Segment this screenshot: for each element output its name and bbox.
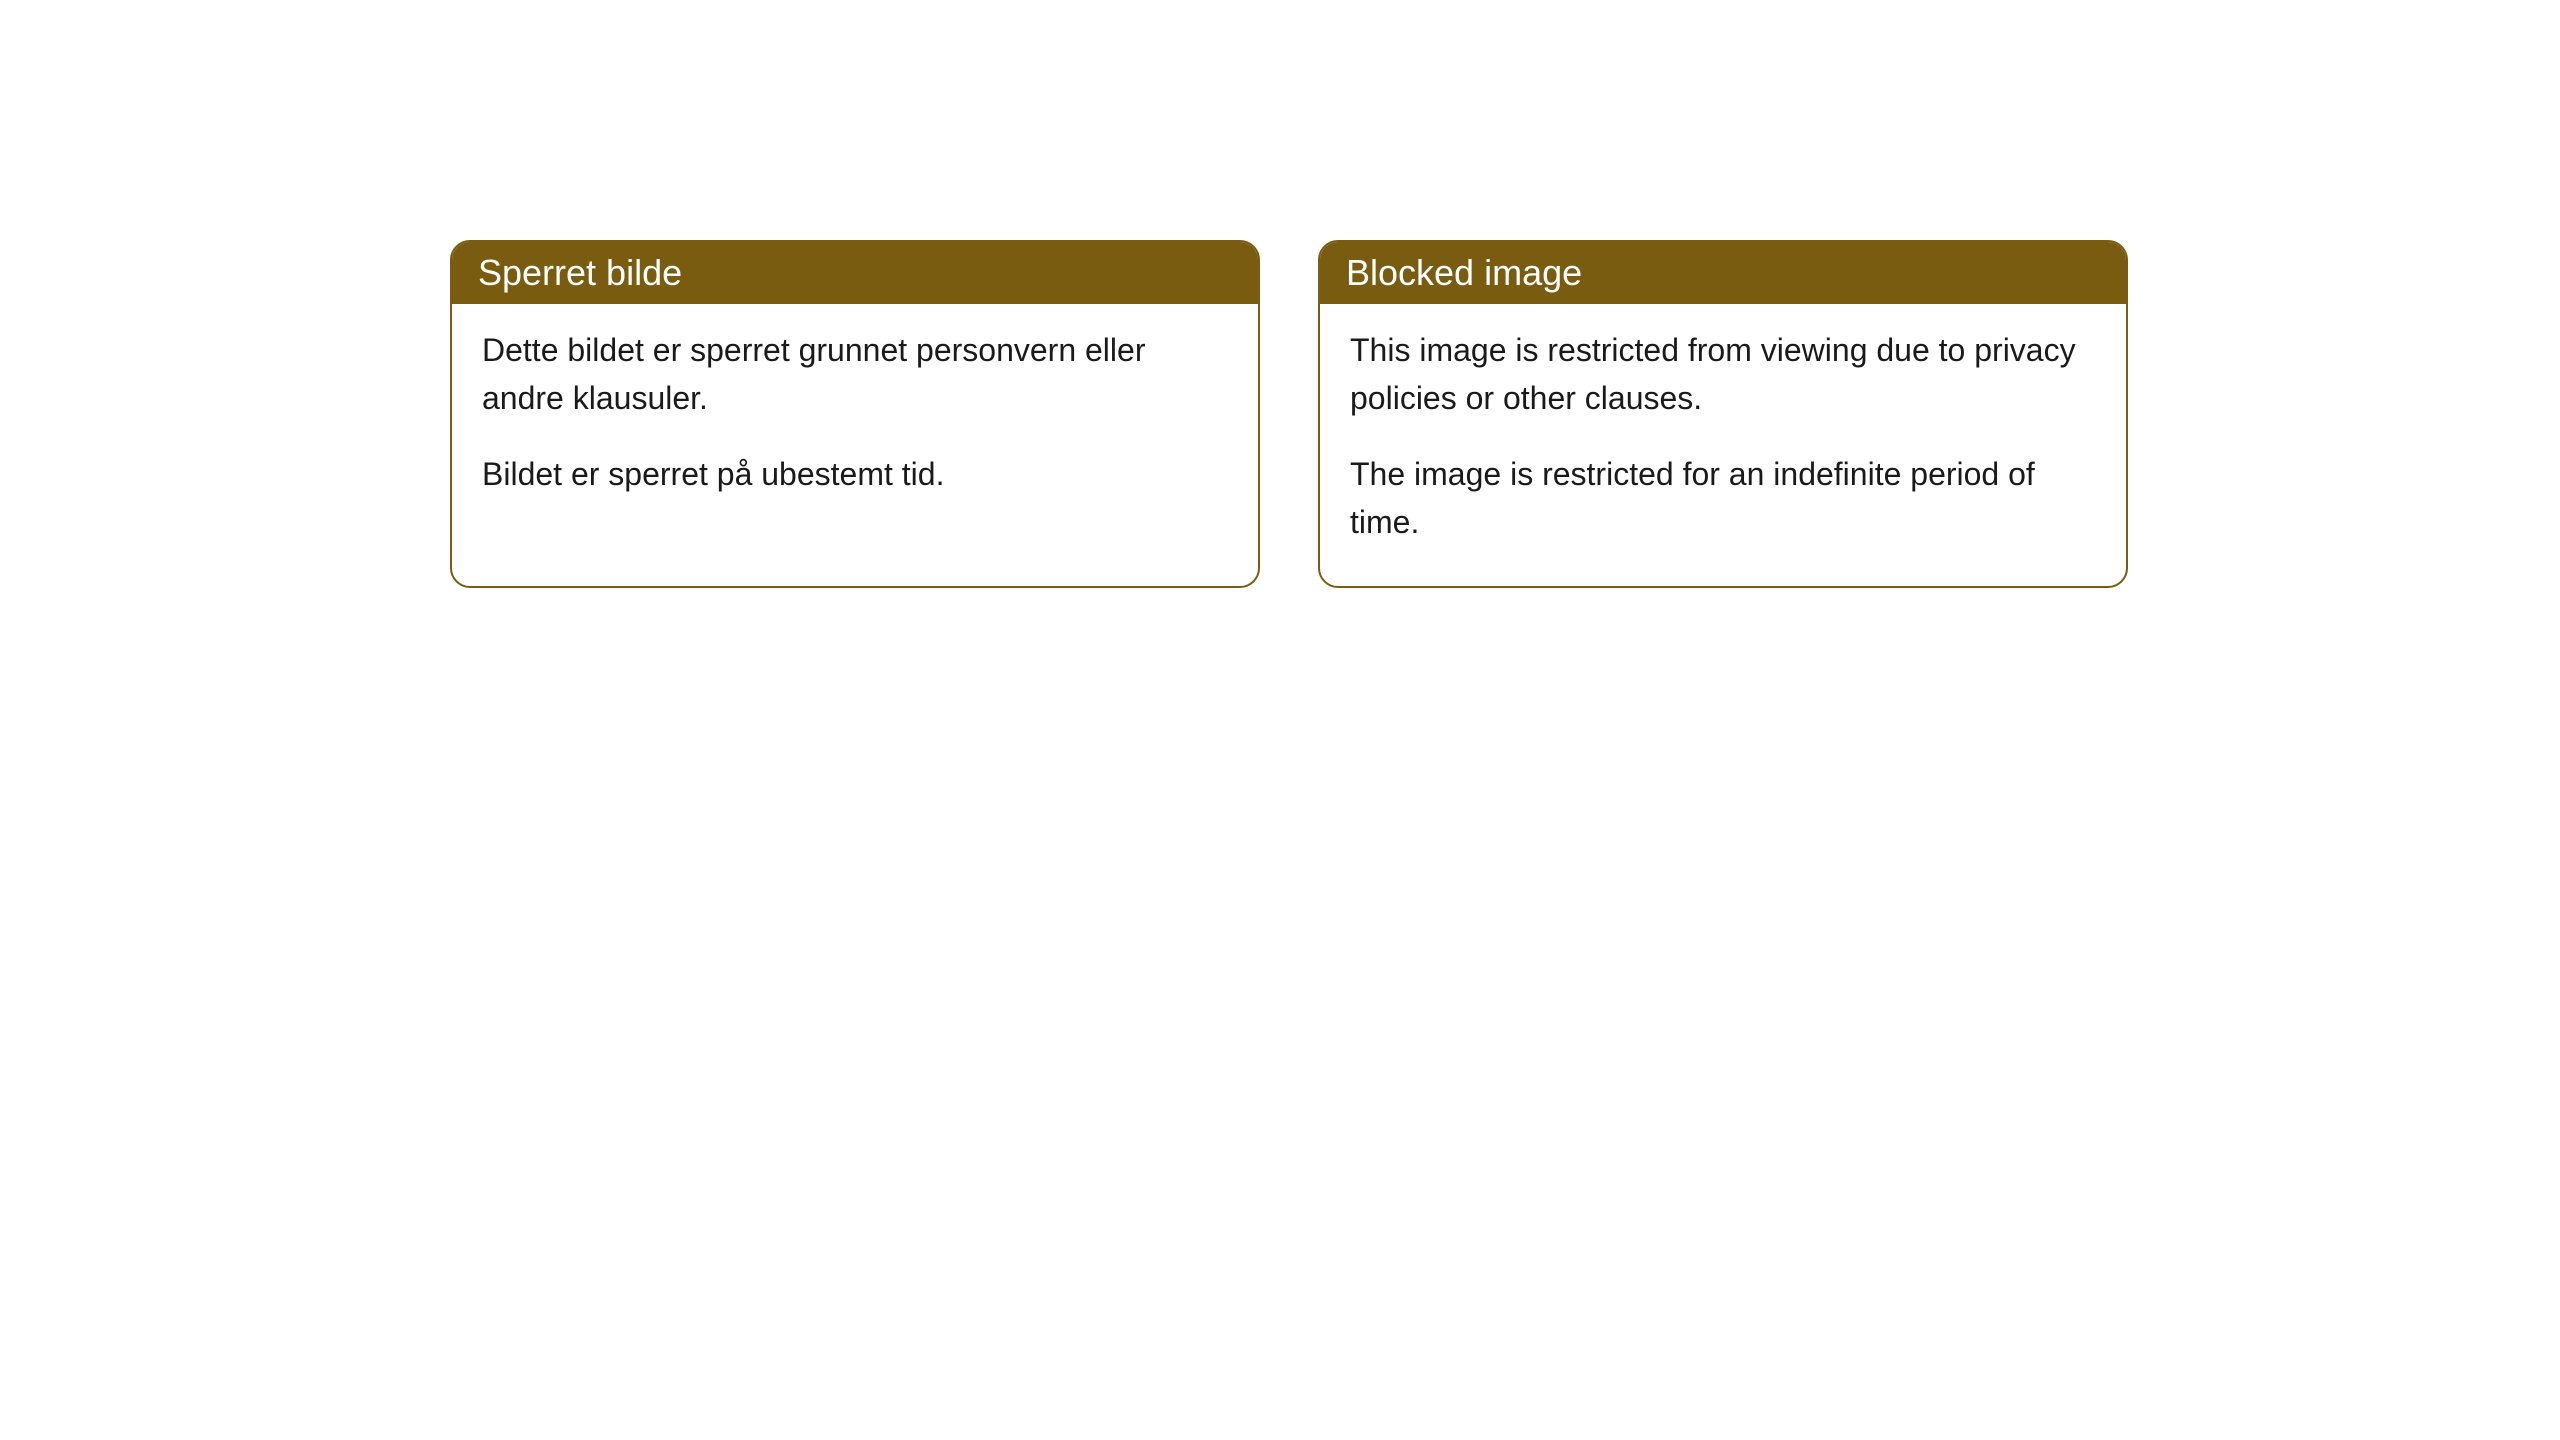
- card-header: Blocked image: [1320, 242, 2126, 304]
- card-body: This image is restricted from viewing du…: [1320, 304, 2126, 586]
- card-title: Sperret bilde: [478, 252, 682, 293]
- card-paragraph: Bildet er sperret på ubestemt tid.: [482, 450, 1228, 498]
- blocked-image-card-norwegian: Sperret bilde Dette bildet er sperret gr…: [450, 240, 1260, 588]
- card-body: Dette bildet er sperret grunnet personve…: [452, 304, 1258, 538]
- card-header: Sperret bilde: [452, 242, 1258, 304]
- card-paragraph: Dette bildet er sperret grunnet personve…: [482, 326, 1228, 422]
- card-paragraph: This image is restricted from viewing du…: [1350, 326, 2096, 422]
- cards-container: Sperret bilde Dette bildet er sperret gr…: [450, 240, 2560, 588]
- blocked-image-card-english: Blocked image This image is restricted f…: [1318, 240, 2128, 588]
- card-paragraph: The image is restricted for an indefinit…: [1350, 450, 2096, 546]
- card-title: Blocked image: [1346, 252, 1582, 293]
